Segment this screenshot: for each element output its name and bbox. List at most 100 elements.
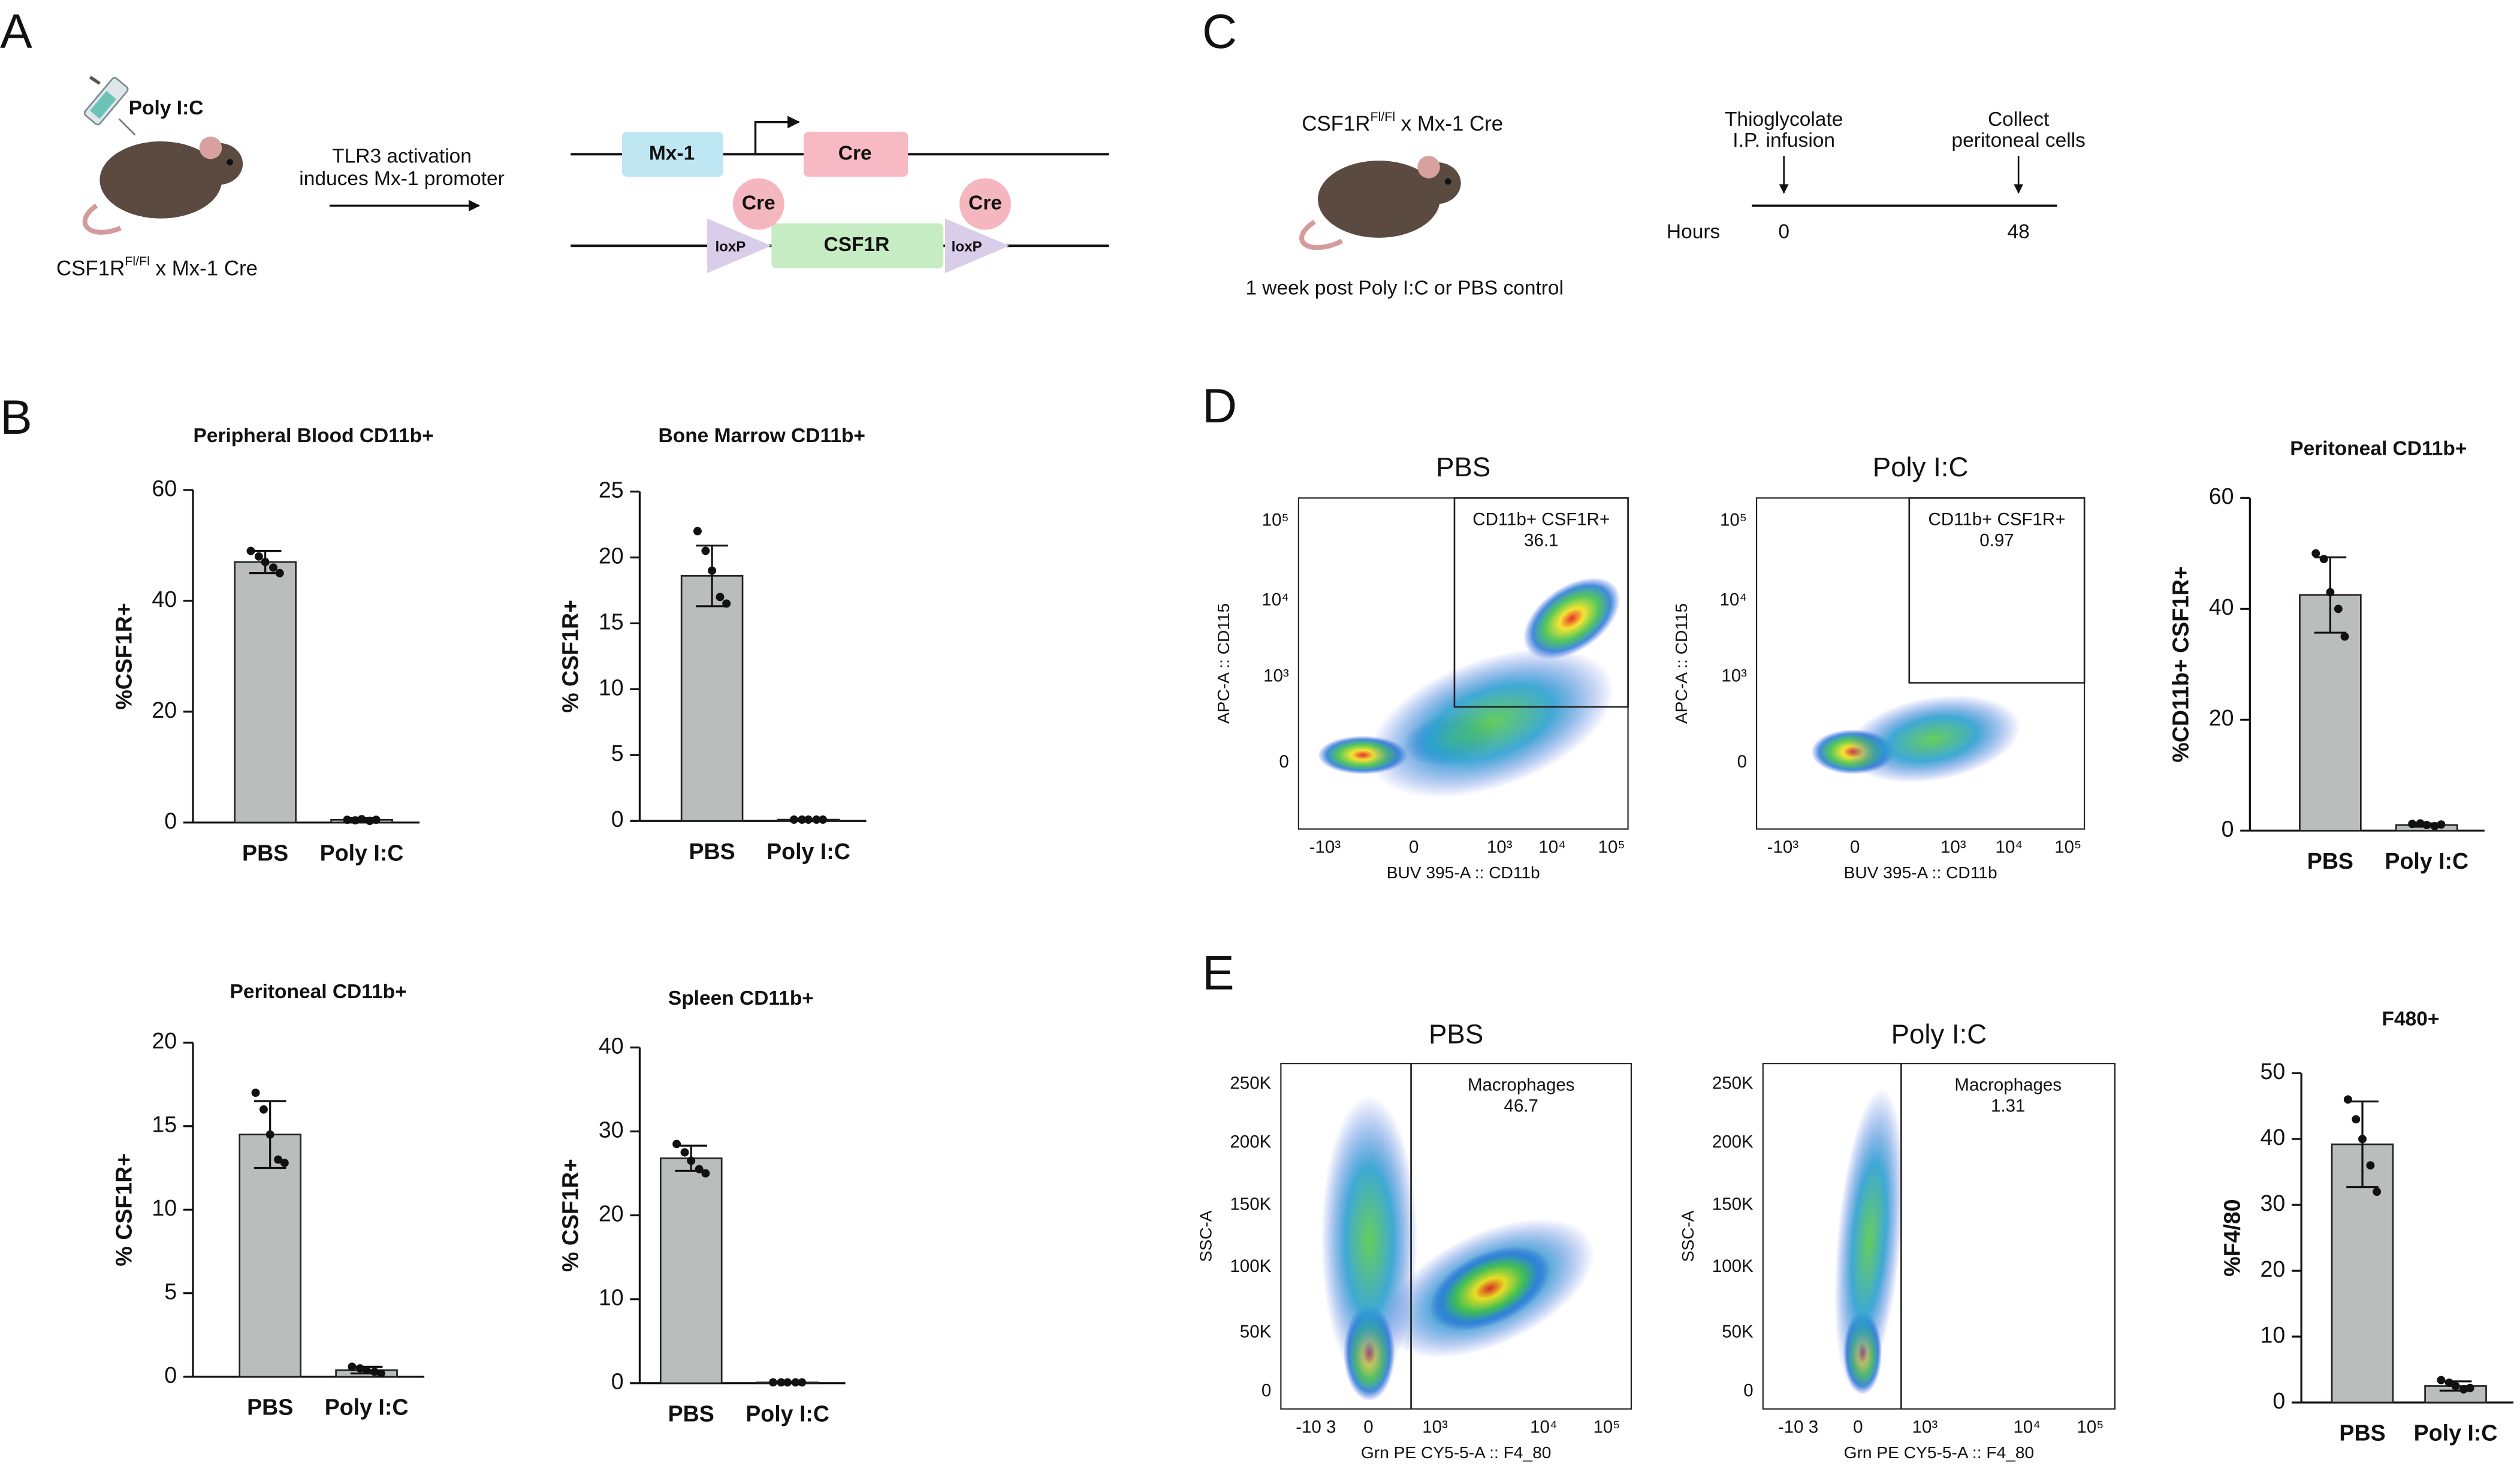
bar-chart: 0 5 10 15 20 25 Bone Marrow CD11b+ % CSF1R+ PBS P… xyxy=(558,425,867,864)
data-point xyxy=(708,566,717,575)
y-axis-label: % CSF1R+ xyxy=(558,1159,583,1272)
plot-title: PBS xyxy=(1436,452,1490,482)
data-point xyxy=(722,599,731,608)
panel-label: D xyxy=(1202,379,1237,433)
syringe xyxy=(83,75,136,136)
data-point xyxy=(269,563,278,572)
data-point xyxy=(2459,1385,2468,1394)
chart-title: Peripheral Blood CD11b+ xyxy=(193,425,433,447)
data-point xyxy=(251,1088,260,1097)
mouse-label: CSF1RFl/Fl x Mx-1 Cre xyxy=(1302,109,1503,135)
y-tick-label: 0 xyxy=(611,806,624,832)
data-point xyxy=(2465,1383,2474,1392)
x-tick-label: 10⁵ xyxy=(2077,1417,2103,1437)
chart-title: Spleen CD11b+ xyxy=(668,987,814,1009)
x-tick-label: -10³ xyxy=(1767,838,1799,857)
y-tick-label: 30 xyxy=(599,1117,624,1142)
y-tick-label: 10⁴ xyxy=(1720,590,1747,609)
plot-title: PBS xyxy=(1429,1019,1483,1050)
y-tick-label: 15 xyxy=(599,609,624,634)
data-point xyxy=(2437,820,2446,829)
density-cloud xyxy=(1846,695,2021,783)
y-tick-label: 10⁵ xyxy=(1720,510,1747,530)
target-label: CSF1R xyxy=(824,234,890,256)
y-tick-label: 0 xyxy=(1279,752,1288,772)
y-axis-label: % CSF1R+ xyxy=(111,1153,136,1267)
y-tick-label: 60 xyxy=(2209,483,2234,509)
mouse xyxy=(1299,156,1461,250)
panel-label: E xyxy=(1202,947,1235,1001)
data-point xyxy=(275,569,284,578)
data-point xyxy=(777,1378,786,1387)
x-tick-label: -10³ xyxy=(1309,838,1341,857)
cre-label: Cre xyxy=(838,142,872,164)
x-tick-label: 0 xyxy=(1409,838,1419,857)
data-point xyxy=(343,815,352,824)
data-point xyxy=(2334,605,2343,613)
genotype: x Mx-1 Cre xyxy=(1395,112,1503,135)
y-tick-label: 40 xyxy=(599,1033,624,1058)
y-axis-label: APC-A :: CD115 xyxy=(1214,603,1233,724)
bar-chart: 0 5 10 15 20 Peritoneal CD11b+ % CSF1R+ PBS Poly… xyxy=(111,981,425,1420)
event-time: 48 xyxy=(2008,221,2030,243)
y-tick-label: 5 xyxy=(164,1279,177,1304)
x-tick-label: 10⁴ xyxy=(1538,838,1565,857)
density-cloud xyxy=(1429,1246,1550,1331)
gate-name: CD11b+ CSF1R+ xyxy=(1929,510,2066,530)
data-point xyxy=(791,1378,800,1387)
y-tick-label: 10³ xyxy=(1721,666,1747,685)
event-text: I.P. infusion xyxy=(1733,129,1835,152)
gene: CSF1R xyxy=(1302,112,1370,135)
x-tick-label: 10⁴ xyxy=(1996,838,2023,857)
density-cloud xyxy=(1834,1088,1904,1392)
data-point xyxy=(769,1378,777,1387)
data-point xyxy=(2319,555,2328,564)
y-tick-label: 40 xyxy=(152,587,177,612)
y-tick-label: 10⁵ xyxy=(1262,510,1289,530)
y-tick-label: 20 xyxy=(152,697,177,723)
y-tick-label: 100K xyxy=(1712,1256,1754,1276)
data-point xyxy=(259,1105,268,1114)
y-axis-label: %CD11b+ CSF1R+ xyxy=(2168,566,2193,762)
data-point xyxy=(2408,820,2417,829)
event-text: peritoneal cells xyxy=(1951,129,2085,152)
y-tick-label: 100K xyxy=(1230,1256,1271,1276)
data-point xyxy=(2352,1115,2361,1124)
panel-label: A xyxy=(0,5,32,59)
data-point xyxy=(351,816,360,825)
data-point xyxy=(2343,1095,2352,1104)
injection-label: Poly I:C xyxy=(129,97,204,119)
y-tick-label: 60 xyxy=(152,476,177,501)
data-point xyxy=(2373,1187,2382,1196)
x-axis-label: BUV 395-A :: CD11b xyxy=(1387,863,1540,882)
data-point xyxy=(246,546,255,555)
y-tick-label: 250K xyxy=(1230,1074,1271,1093)
x-tick-label: 0 xyxy=(1853,1417,1863,1437)
x-tick-label: Poly I:C xyxy=(320,840,404,865)
cre-protein-label: Cre xyxy=(742,192,775,214)
x-axis-label: BUV 395-A :: CD11b xyxy=(1844,863,1997,882)
y-axis-label: %CSF1R+ xyxy=(111,603,136,709)
x-tick-label: Poly I:C xyxy=(325,1395,409,1420)
y-tick-label: 10 xyxy=(2261,1322,2286,1347)
data-point xyxy=(680,1148,689,1157)
y-axis-label: SSC-A xyxy=(1196,1210,1215,1262)
y-tick-label: 0 xyxy=(2272,1388,2285,1413)
x-tick-label: Poly I:C xyxy=(766,839,850,864)
panel-label: C xyxy=(1202,5,1237,59)
timeline-label: Hours xyxy=(1667,221,1720,243)
data-point xyxy=(265,1130,274,1139)
y-tick-label: 10³ xyxy=(1263,666,1289,685)
data-point xyxy=(2340,632,2349,641)
event-text: Thioglycolate xyxy=(1725,108,1843,131)
bar-chart: 0 20 40 60 Peritoneal CD11b+ %CD11b+ CSF1R+ PB… xyxy=(2168,438,2485,873)
panel-c: CSF1RFl/Fl x Mx-1 Cre 1 week post Poly I… xyxy=(1245,108,2086,300)
y-tick-label: 20 xyxy=(2261,1256,2286,1281)
bar-chart: 0 10 20 30 40 Spleen CD11b+ % CSF1R+ PBS Poly I:… xyxy=(558,987,846,1426)
gate xyxy=(1908,497,2086,684)
promoter-label: Mx-1 xyxy=(649,142,695,164)
bar-chart: 0 20 40 60 Peripheral Blood CD11b+ %CSF1R+ PBS… xyxy=(111,425,433,865)
x-tick-label: 0 xyxy=(1850,838,1860,857)
data-point xyxy=(2422,821,2431,830)
